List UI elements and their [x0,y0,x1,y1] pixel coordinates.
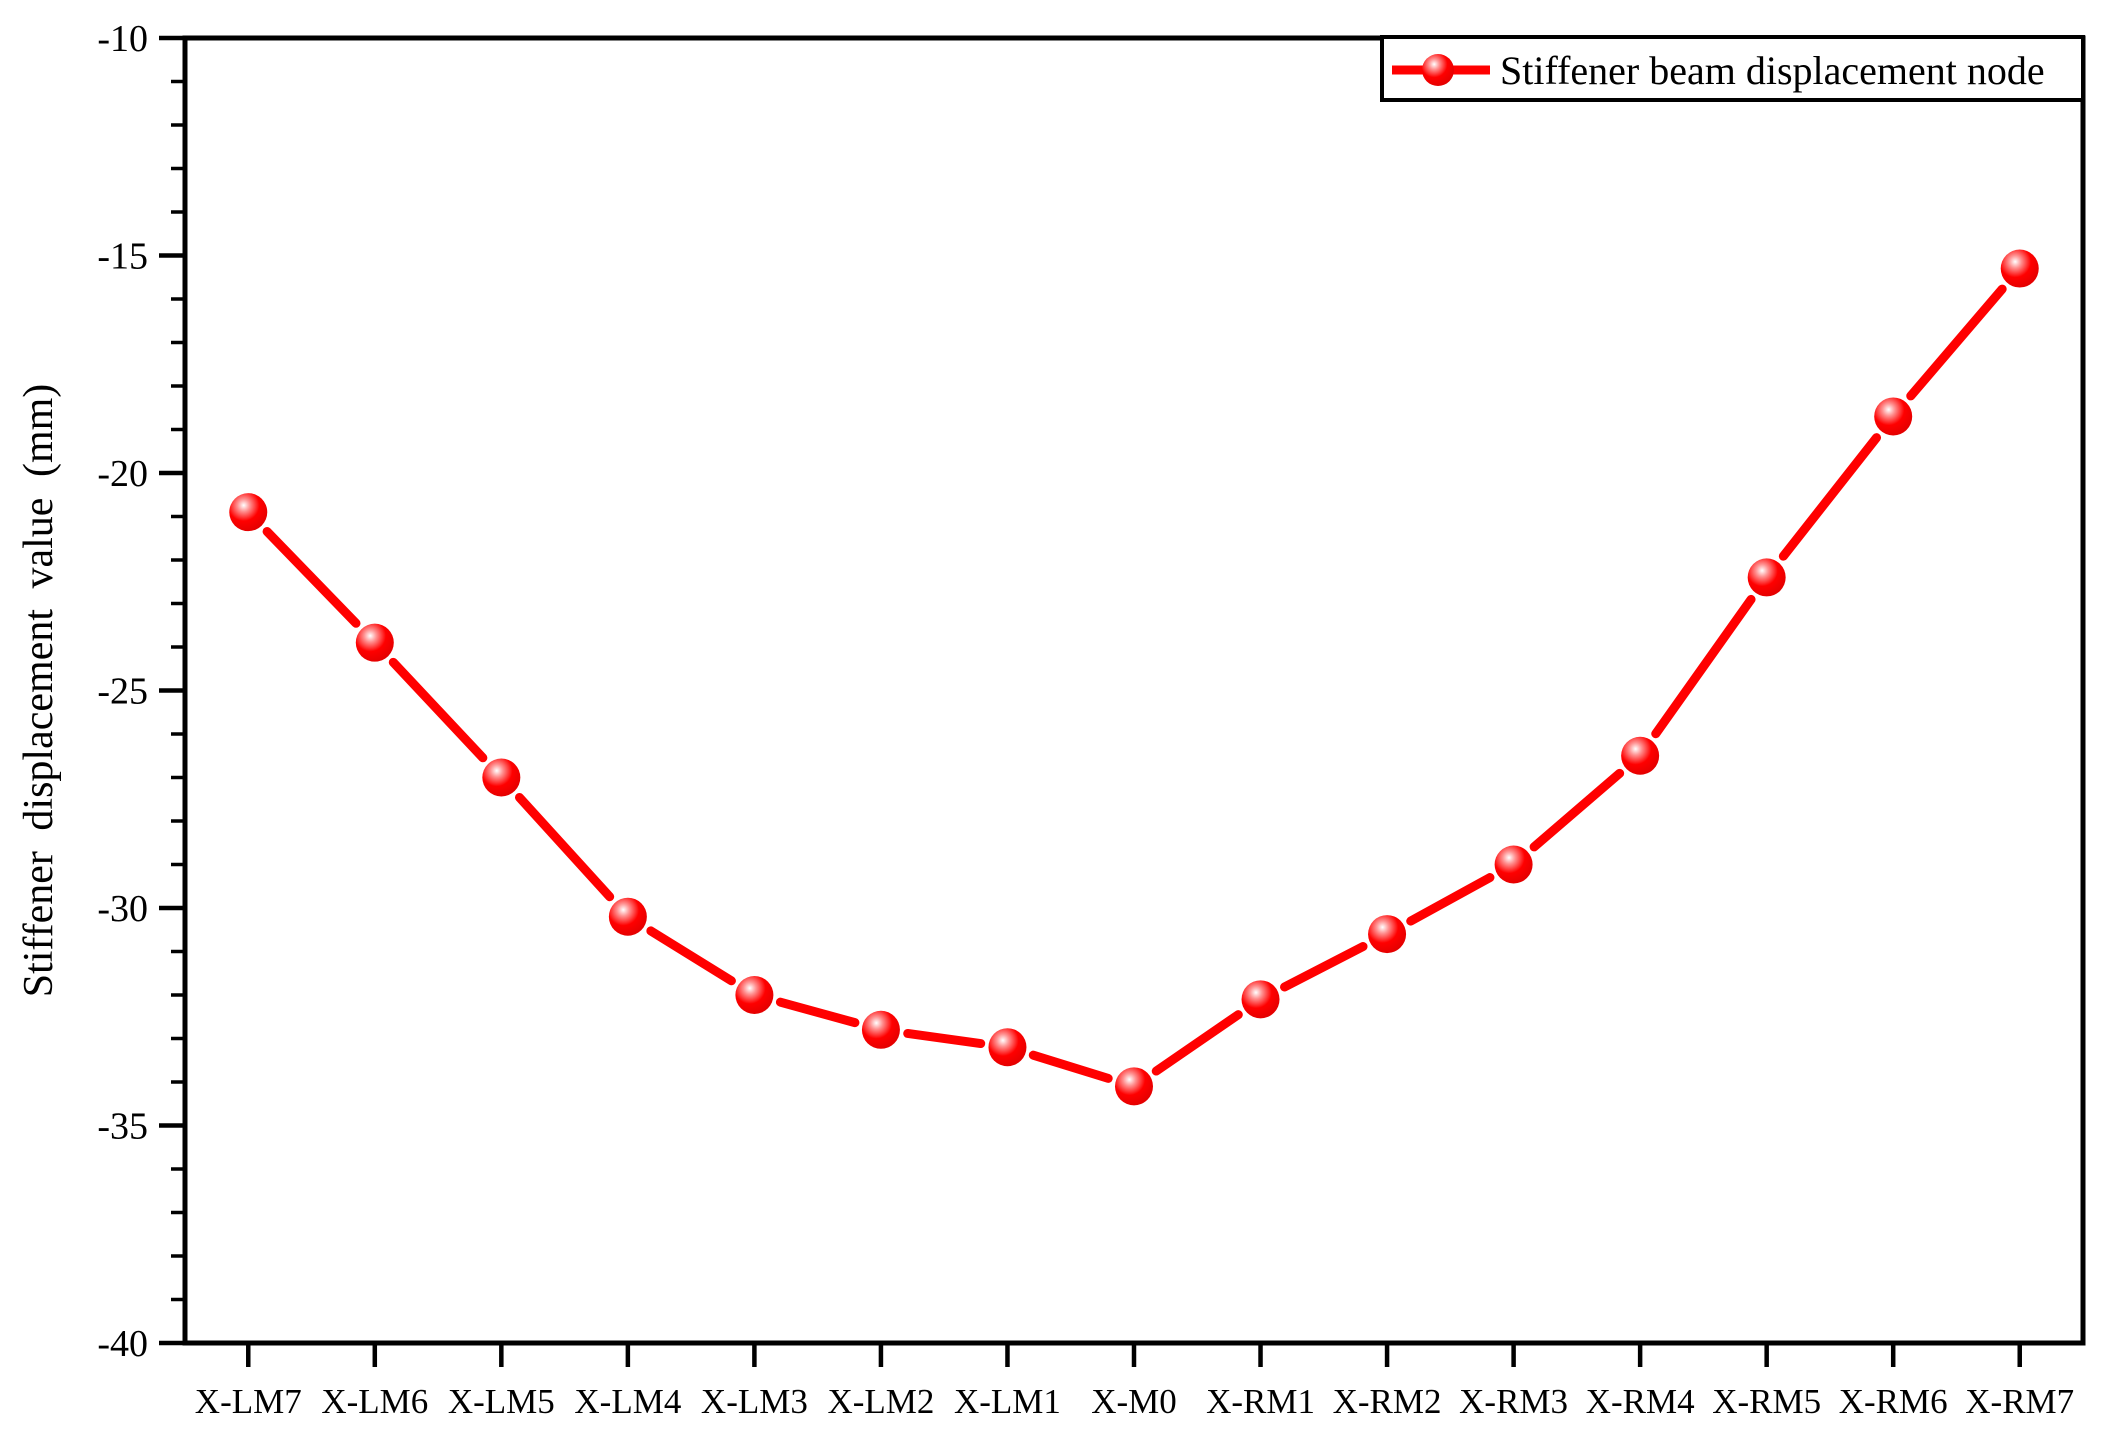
y-tick-label: -25 [97,671,148,713]
x-category-label: X-RM3 [1459,1382,1568,1421]
x-category-label: X-LM6 [321,1382,428,1421]
data-line-segment [903,1028,986,1049]
x-category-label: X-RM1 [1206,1382,1315,1421]
data-point-marker [1494,845,1533,884]
data-line-segment [1406,873,1495,926]
data-point-marker [1241,980,1280,1019]
data-point-marker [2000,249,2039,288]
data-point-marker [1368,915,1407,954]
data-point-marker [1621,736,1660,775]
y-tick-label: -10 [97,18,148,60]
x-category-label: X-LM5 [448,1382,555,1421]
data-point-marker [355,623,394,662]
data-point-marker [229,493,268,532]
x-category-label: X-LM2 [827,1382,934,1421]
data-point-marker [1115,1067,1153,1106]
data-points [229,249,2039,1106]
data-line-segment [775,997,860,1028]
data-line-segment [646,926,736,986]
data-point-marker [988,1028,1027,1067]
data-point-marker [482,758,521,797]
data-point-marker [1874,397,1913,436]
data-line-segment [1151,1010,1243,1076]
y-tick-label: -40 [97,1323,148,1365]
data-point-marker [1747,558,1786,597]
x-category-label: X-RM5 [1712,1382,1821,1421]
data-line-segment [1529,768,1625,852]
data-point-marker [861,1010,900,1049]
data-line-segment [514,792,615,902]
data-line-segment [1028,1050,1113,1083]
legend-box [1380,35,2085,102]
x-category-label: X-RM4 [1586,1382,1695,1421]
data-line-segment [1906,284,2007,401]
legend-marker [1422,54,1454,86]
legend: Stiffener beam displacement node [1380,35,2085,102]
y-tick-label: -30 [97,888,148,930]
x-category-label: X-LM7 [195,1382,302,1421]
data-line-segment [388,657,488,763]
data-point-marker [735,976,774,1014]
data-line-segment [262,527,361,628]
x-category-label: X-LM4 [574,1382,681,1421]
x-category-label: X-RM2 [1333,1382,1442,1421]
data-line-segment [1651,594,1756,739]
x-category-label: X-RM7 [1965,1382,2074,1421]
y-tick-label: -35 [97,1106,148,1148]
data-point-marker [608,897,647,936]
data-line [262,284,2007,1083]
plot-frame [182,35,2086,1346]
y-tick-label: -15 [97,236,148,278]
legend-label: Stiffener beam displacement node [1500,48,2045,93]
y-tick-label: -20 [97,453,148,495]
y-axis-title: Stiffener displacement value (mm) [16,384,62,998]
x-category-label: X-RM6 [1839,1382,1948,1421]
data-line-segment [1280,941,1368,992]
data-line-segment [1778,433,1882,561]
x-category-label: X-M0 [1091,1382,1177,1421]
x-category-label: X-LM3 [701,1382,808,1421]
x-category-label: X-LM1 [954,1382,1061,1421]
